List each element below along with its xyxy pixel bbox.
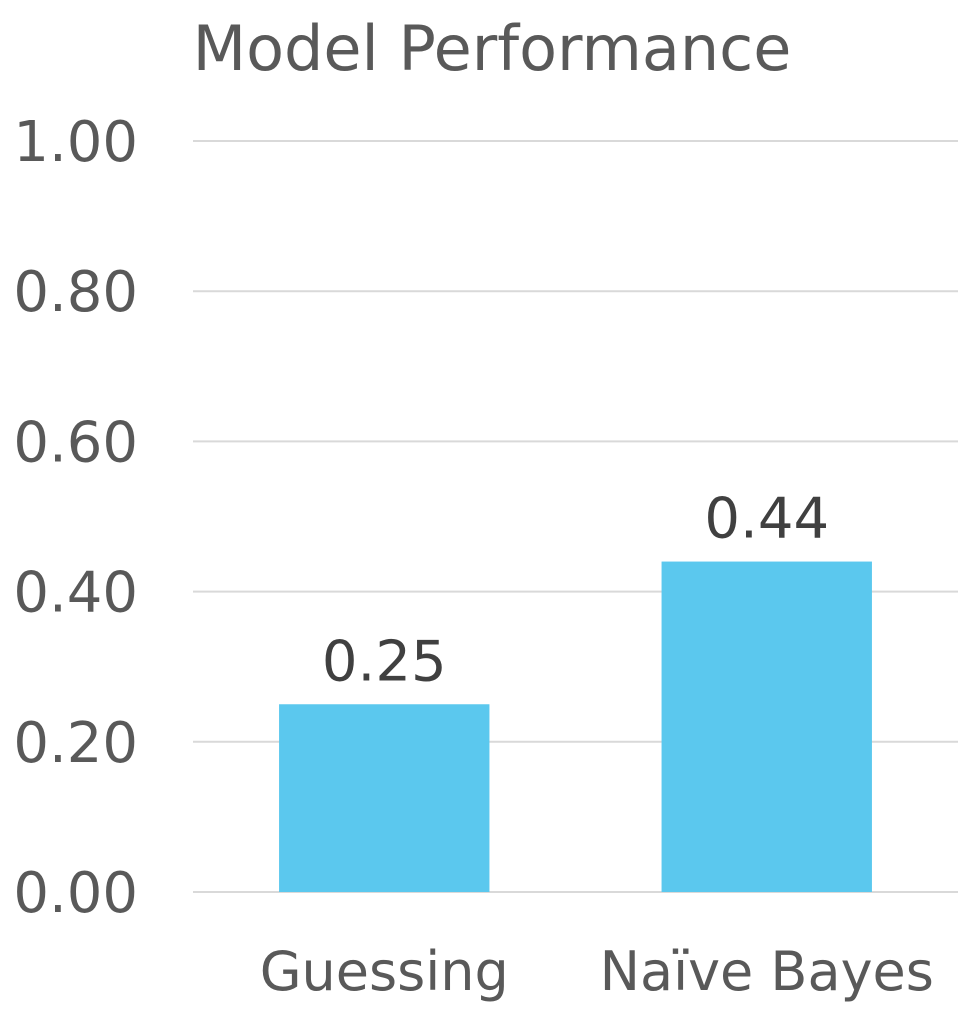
bar xyxy=(661,561,872,892)
bar xyxy=(279,704,490,892)
x-tick-label: Naïve Bayes xyxy=(600,940,934,1003)
chart-title: Model Performance xyxy=(193,12,792,85)
x-tick-label: Guessing xyxy=(260,940,509,1003)
y-tick-label: 0.00 xyxy=(13,861,138,926)
y-tick-label: 0.60 xyxy=(13,410,138,475)
data-label: 0.25 xyxy=(322,629,447,694)
y-tick-label: 1.00 xyxy=(13,110,138,175)
data-label: 0.44 xyxy=(704,487,829,552)
data-labels: 0.25 0.44 xyxy=(322,487,829,695)
y-tick-label: 0.20 xyxy=(13,711,138,776)
y-axis-tick-labels: 0.00 0.20 0.40 0.60 0.80 1.00 xyxy=(13,110,138,926)
bars xyxy=(279,561,872,892)
x-axis-tick-labels: Guessing Naïve Bayes xyxy=(260,940,934,1003)
y-tick-label: 0.40 xyxy=(13,561,138,626)
y-tick-label: 0.80 xyxy=(13,260,138,325)
